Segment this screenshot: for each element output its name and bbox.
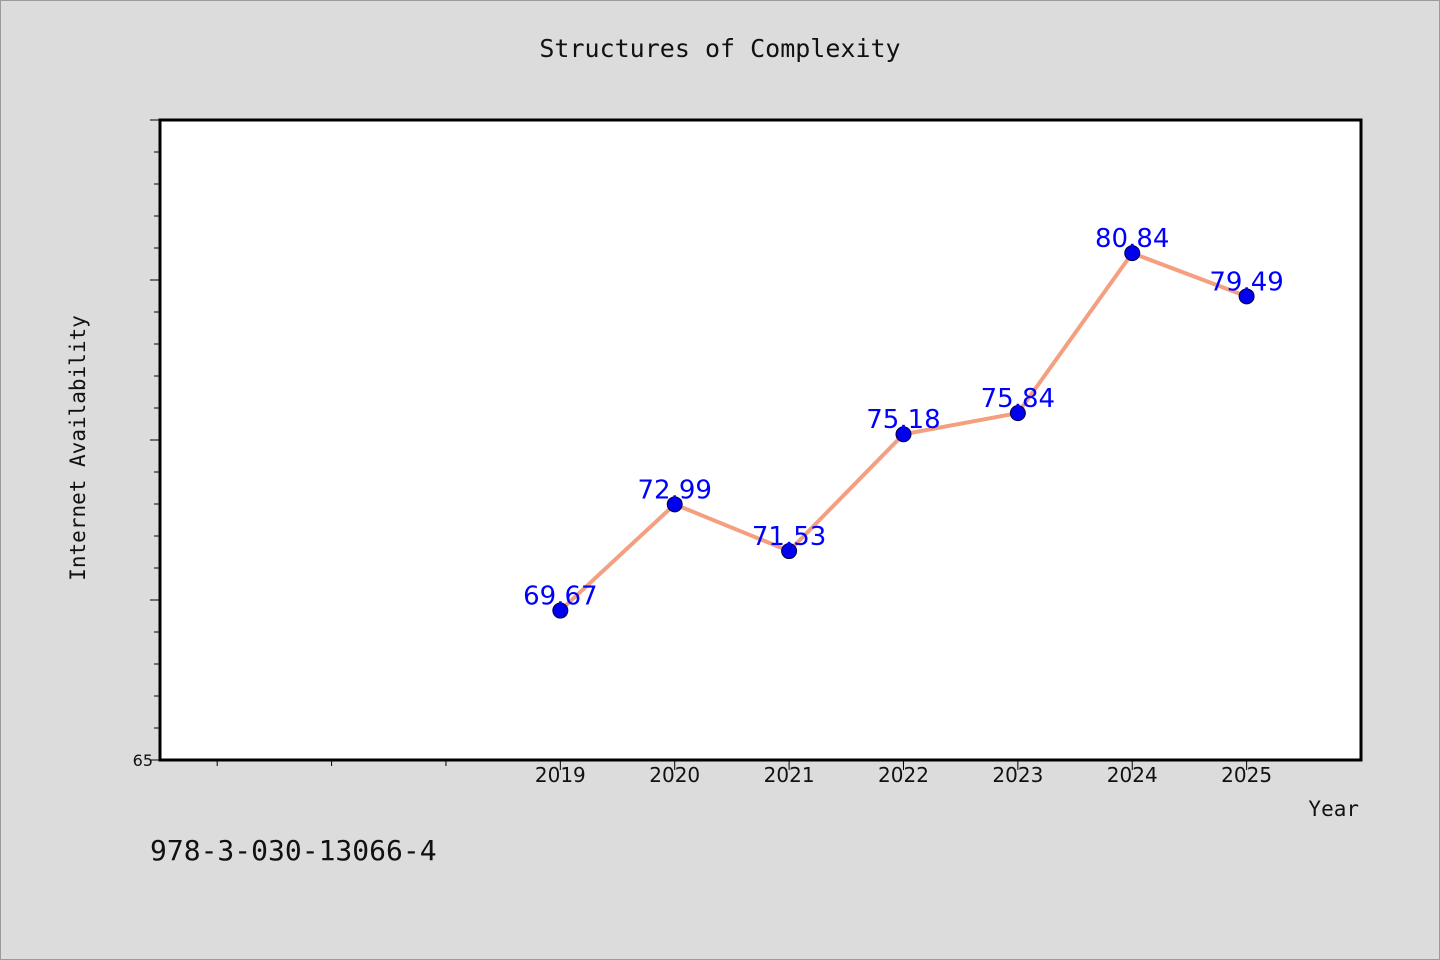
footer-code: 978-3-030-13066-4: [150, 834, 437, 867]
data-point: [781, 543, 798, 560]
x-axis: 2019 2020 2021 2022 2023 2024 2025: [216, 760, 1272, 787]
data-label: 80.84: [1095, 224, 1169, 254]
x-tick-label: 2020: [649, 763, 700, 787]
data-label: 72.99: [637, 475, 711, 505]
x-tick-label: 2023: [992, 763, 1043, 787]
data-label: 79.49: [1209, 267, 1283, 297]
x-tick-label: 2024: [1107, 763, 1158, 787]
data-labels: 69.67 72.99 71.53 75.18 75.84 80.84 79.49: [523, 224, 1284, 611]
plot-area: [158, 118, 1363, 762]
y-axis-label: Internet Availability: [66, 315, 90, 581]
x-axis-label: Year: [1308, 797, 1359, 821]
data-points: [552, 245, 1255, 619]
data-point: [895, 426, 912, 443]
data-point: [1124, 245, 1141, 262]
data-point: [666, 496, 683, 513]
x-tick-label: 2021: [764, 763, 815, 787]
x-tick-label: 2022: [878, 763, 929, 787]
data-label: 75.18: [866, 405, 940, 435]
data-label: 71.53: [752, 522, 826, 552]
data-point: [552, 602, 569, 619]
x-tick-label: 2019: [535, 763, 586, 787]
data-point: [1009, 405, 1026, 422]
y-axis: 65: [133, 119, 160, 770]
y-tick-label: 65: [133, 751, 153, 770]
chart-title: Structures of Complexity: [539, 34, 901, 63]
data-point: [1238, 288, 1255, 305]
x-tick-label: 2025: [1221, 763, 1272, 787]
data-label: 75.84: [981, 384, 1055, 414]
data-label: 69.67: [523, 582, 597, 612]
